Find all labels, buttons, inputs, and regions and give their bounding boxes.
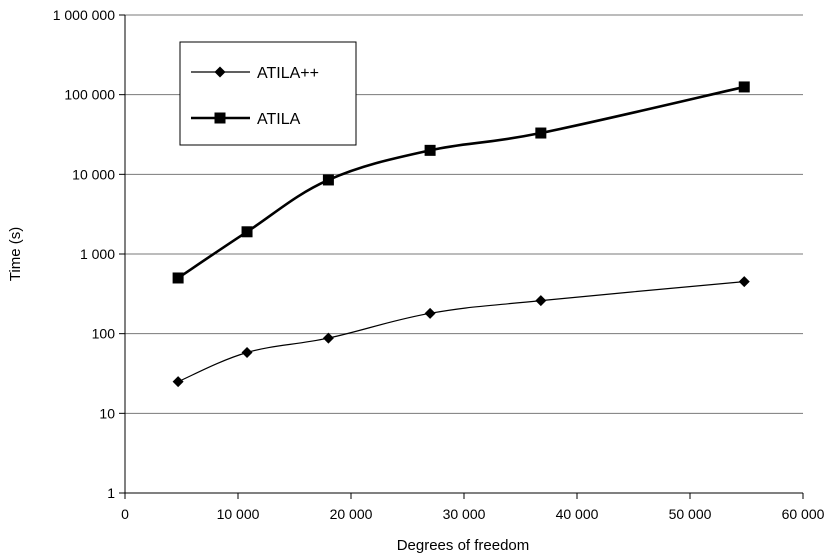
x-tick-label: 40 000 — [556, 506, 599, 522]
y-tick-label: 10 — [99, 405, 115, 421]
data-point — [535, 295, 547, 307]
data-point — [738, 276, 750, 288]
data-point — [322, 332, 334, 344]
series-diamond — [172, 276, 750, 388]
legend-label: ATILA++ — [257, 65, 319, 82]
y-axis-title: Time (s) — [7, 227, 24, 281]
x-axis-title: Degrees of freedom — [397, 537, 530, 554]
data-point — [424, 307, 436, 319]
legend-marker — [214, 112, 226, 124]
y-tick-label: 10 000 — [72, 166, 115, 182]
legend-marker — [214, 66, 226, 78]
data-point — [172, 376, 184, 388]
data-point — [322, 174, 334, 186]
data-point — [424, 144, 436, 156]
legend: ATILA++ ATILA — [179, 41, 357, 146]
x-tick-labels: 0 10 000 20 000 30 000 40 000 50 000 60 000 — [121, 506, 825, 522]
data-point — [241, 226, 253, 238]
legend-items: ATILA++ ATILA — [191, 65, 319, 128]
y-tick-label: 1 000 — [80, 246, 115, 262]
x-tick-label: 10 000 — [217, 506, 260, 522]
series-square — [172, 81, 750, 284]
y-tick-label: 1 000 000 — [53, 7, 115, 23]
legend-box — [179, 41, 357, 146]
data-point — [738, 81, 750, 93]
data-point — [241, 347, 253, 359]
y-tick-labels: 1 10 100 1 000 10 000 100 000 1 000 000 — [53, 7, 116, 501]
series-group — [172, 81, 750, 388]
data-point — [172, 272, 184, 284]
legend-label: ATILA — [257, 111, 301, 128]
y-tick-label: 1 — [107, 485, 115, 501]
y-tick-label: 100 — [92, 326, 116, 342]
data-point — [535, 127, 547, 139]
x-tick-label: 20 000 — [330, 506, 373, 522]
x-tick-label: 30 000 — [443, 506, 486, 522]
y-tick-label: 100 000 — [64, 87, 115, 103]
x-tick-label: 50 000 — [669, 506, 712, 522]
series-line — [177, 281, 745, 383]
x-tick-label: 60 000 — [782, 506, 825, 522]
axes — [124, 15, 804, 499]
gridlines — [119, 14, 803, 494]
x-tick-label: 0 — [121, 506, 129, 522]
